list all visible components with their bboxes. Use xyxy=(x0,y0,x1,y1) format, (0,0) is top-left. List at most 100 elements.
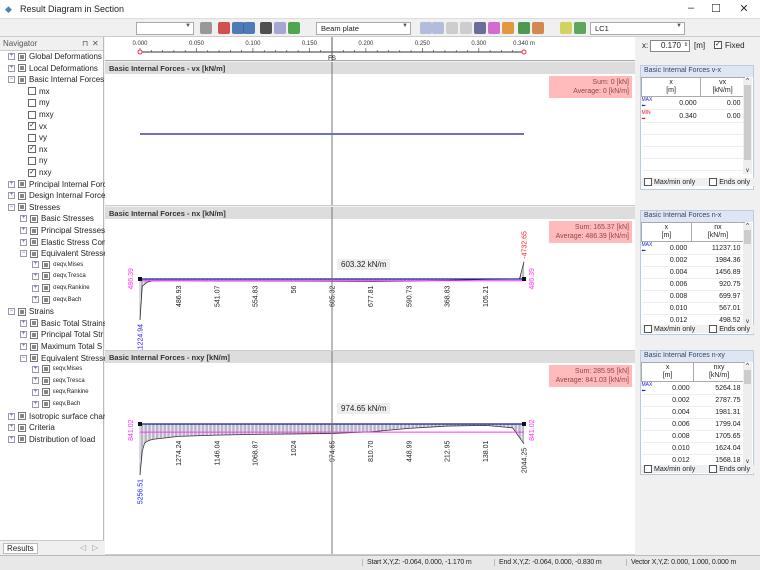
prev-icon[interactable] xyxy=(420,22,432,34)
folder-checkbox[interactable] xyxy=(42,388,50,397)
tree-item[interactable]: + σeqv,Tresca xyxy=(32,272,86,281)
tree-item[interactable]: + σeqv,Bach xyxy=(32,295,81,304)
table-row[interactable]: 0.002 1984.36 xyxy=(641,254,745,267)
smoothing-icon[interactable] xyxy=(474,22,486,34)
expand-icon[interactable]: + xyxy=(20,343,27,350)
scrollbar-thumb[interactable] xyxy=(744,230,751,244)
loadcase-combo[interactable]: LC1 ▼ xyxy=(590,22,685,35)
table-row[interactable]: 0.002 2787.75 xyxy=(641,394,745,407)
table-row[interactable]: 0.010 1624.04 xyxy=(641,442,745,455)
zoom-out-icon[interactable] xyxy=(243,22,255,34)
table-row[interactable]: MIN ➡ 0.340 0.00 xyxy=(641,109,745,123)
expand-icon[interactable]: + xyxy=(20,227,27,234)
item-checkbox[interactable] xyxy=(28,110,36,119)
close-button[interactable]: ✕ xyxy=(739,3,749,15)
tree-item[interactable]: + σeqv,Rankine xyxy=(32,284,90,292)
tree-item[interactable]: ✓ nxy xyxy=(28,168,51,177)
scroll-left-icon[interactable]: ◁ xyxy=(80,543,87,552)
tree-item[interactable]: vy xyxy=(28,133,47,142)
x-position-input[interactable]: 0.170 ⇕ xyxy=(650,40,690,52)
expand-icon[interactable]: + xyxy=(32,388,39,396)
expand-icon[interactable]: + xyxy=(8,53,15,60)
expand-icon[interactable]: + xyxy=(8,435,15,443)
section-ruler[interactable]: 0.000 0.050 0.100 0.150 0.200 0.250 0.300 0.340… xyxy=(105,37,635,62)
tree-item[interactable]: + εeqv,Bach xyxy=(32,400,80,408)
table-row[interactable]: 0.010 567.01 xyxy=(641,302,745,315)
folder-checkbox[interactable] xyxy=(30,330,38,339)
next-icon[interactable] xyxy=(432,22,444,34)
tree-item[interactable]: ✓ vx xyxy=(28,122,47,131)
expand-icon[interactable]: + xyxy=(20,319,27,327)
folder-checkbox[interactable] xyxy=(30,342,38,351)
table-row[interactable]: 0.008 1705.65 xyxy=(641,430,745,443)
expand-icon[interactable]: + xyxy=(32,377,39,385)
print-icon[interactable] xyxy=(200,22,212,34)
expand-icon[interactable]: + xyxy=(20,331,27,339)
scroll-up-icon[interactable]: ^ xyxy=(746,78,749,84)
tree-item[interactable]: + Criteria xyxy=(8,423,55,432)
tree-item[interactable]: − Basic Internal Forces xyxy=(8,75,104,84)
tree-item[interactable]: ✓ nx xyxy=(28,145,47,154)
folder-checkbox[interactable] xyxy=(18,412,26,421)
item-checkbox[interactable]: ✓ xyxy=(28,168,36,177)
folder-checkbox[interactable] xyxy=(42,272,50,281)
expand-icon[interactable]: + xyxy=(32,400,39,408)
expand-icon[interactable]: + xyxy=(32,296,39,304)
tree-item[interactable]: − Stresses xyxy=(8,203,60,212)
folder-checkbox[interactable] xyxy=(18,191,26,200)
tree-item[interactable]: + Basic Total Strains xyxy=(20,319,107,328)
pin-icon[interactable]: ⊓ xyxy=(82,39,89,48)
surface-combo[interactable]: Beam plate ▼ xyxy=(316,22,411,35)
folder-checkbox[interactable] xyxy=(18,75,26,84)
folder-checkbox[interactable] xyxy=(42,376,50,385)
text-icon[interactable] xyxy=(460,22,472,34)
scroll-right-icon[interactable]: ▷ xyxy=(92,543,99,552)
table-row[interactable]: 0.012 498.52 xyxy=(641,314,745,327)
ends-only-checkbox[interactable]: Ends only xyxy=(709,325,750,333)
tree-item[interactable]: + εeqv,Rankine xyxy=(32,388,89,397)
folder-checkbox[interactable] xyxy=(42,284,50,292)
item-checkbox[interactable] xyxy=(28,156,36,165)
tree-item[interactable]: + Local Deformations xyxy=(8,64,98,73)
scrollbar-thumb[interactable] xyxy=(744,370,751,384)
folder-checkbox[interactable] xyxy=(42,260,50,269)
expand-icon[interactable]: + xyxy=(8,412,15,420)
table-row[interactable]: 0.004 1456.89 xyxy=(641,266,745,279)
scroll-up-icon[interactable]: ^ xyxy=(746,363,749,369)
folder-checkbox[interactable] xyxy=(18,307,26,316)
expand-icon[interactable]: + xyxy=(8,424,15,432)
tree-item[interactable]: + εeqv,Tresca xyxy=(32,376,85,385)
folder-checkbox[interactable] xyxy=(18,423,26,432)
scroll-down-icon[interactable]: v xyxy=(746,319,749,325)
item-checkbox[interactable]: ✓ xyxy=(28,122,36,131)
folder-checkbox[interactable] xyxy=(42,365,50,374)
tree-item[interactable]: + Global Deformations xyxy=(8,52,102,61)
tree-item[interactable]: mxy xyxy=(28,110,54,119)
scroll-up-icon[interactable]: ^ xyxy=(746,223,749,229)
folder-checkbox[interactable] xyxy=(30,238,38,247)
folder-checkbox[interactable] xyxy=(30,354,38,363)
expand-icon[interactable]: + xyxy=(32,272,39,280)
save-icon[interactable] xyxy=(274,22,286,34)
collapse-icon[interactable]: − xyxy=(8,308,15,316)
spinner-icon[interactable]: ⇕ xyxy=(683,42,688,48)
expand-icon[interactable]: + xyxy=(32,261,39,269)
numbers-icon[interactable] xyxy=(574,22,586,34)
expand-icon[interactable]: + xyxy=(8,64,15,72)
scrollbar[interactable]: ^ v xyxy=(743,78,752,174)
table-view-icon[interactable] xyxy=(560,22,572,34)
ends-only-checkbox[interactable]: Ends only xyxy=(709,465,750,473)
table-row[interactable]: MAX ⬅ 0.000 11237.10 xyxy=(641,241,745,255)
folder-checkbox[interactable] xyxy=(18,52,26,61)
collapse-icon[interactable]: − xyxy=(20,250,27,258)
tree-item[interactable]: + Design Internal Forces xyxy=(8,191,109,200)
expand-icon[interactable]: + xyxy=(20,238,27,246)
table-row[interactable]: 0.006 1799.04 xyxy=(641,418,745,431)
expand-icon[interactable]: + xyxy=(8,180,15,188)
folder-checkbox[interactable] xyxy=(18,180,26,189)
tree-item[interactable]: + Principal Total Str xyxy=(20,330,103,339)
table-row[interactable]: MAX ⬅ 0.000 0.00 xyxy=(641,96,745,110)
zoom-in-icon[interactable] xyxy=(232,22,244,34)
fixed-checkbox[interactable]: ✓ xyxy=(714,41,722,49)
tab-results[interactable]: Results xyxy=(3,543,38,554)
